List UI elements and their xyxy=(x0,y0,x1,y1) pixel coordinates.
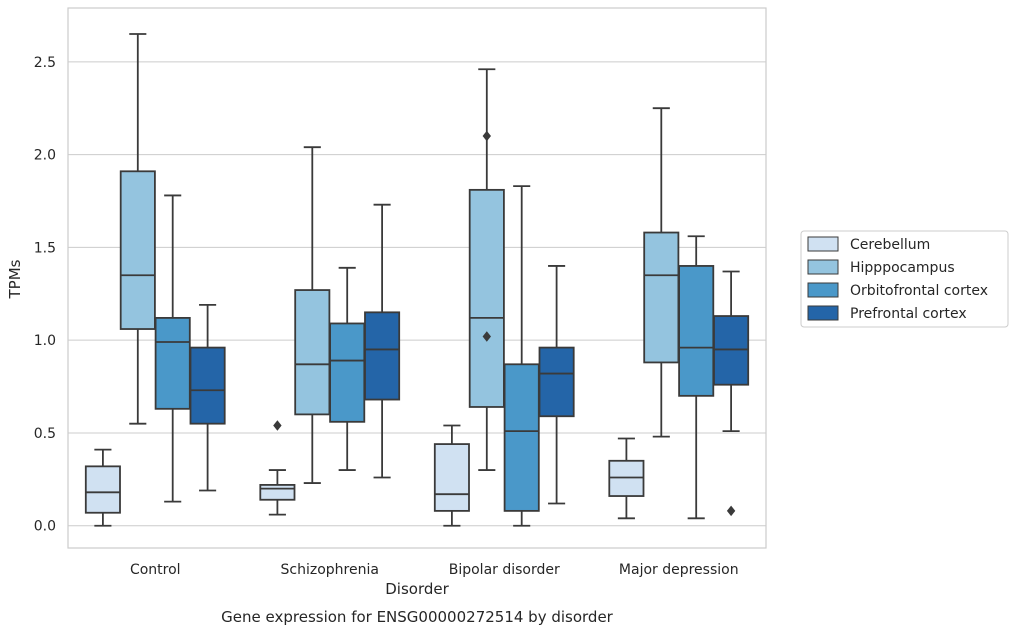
box-group xyxy=(329,266,366,471)
y-tick-label: 1.0 xyxy=(34,333,56,349)
box-group xyxy=(259,420,296,516)
box xyxy=(713,315,750,386)
outlier-point xyxy=(482,130,491,142)
legend-label: Hipppocampus xyxy=(850,260,955,276)
x-tick-labels: Control Schizophrenia Bipolar disorder Majo… xyxy=(130,562,739,578)
legend-swatch xyxy=(807,282,839,298)
box xyxy=(608,459,645,497)
legend-label: Cerebellum xyxy=(850,237,930,253)
outlier-point xyxy=(482,331,491,342)
box-group xyxy=(433,424,470,527)
y-axis-label: TPMs xyxy=(6,259,24,299)
box-group xyxy=(503,185,540,527)
legend-frame xyxy=(800,230,1009,328)
x-axis-label: Disorder xyxy=(385,580,449,598)
legend-swatch xyxy=(807,236,839,252)
box-group xyxy=(468,68,505,471)
box xyxy=(503,363,540,512)
outlier-point xyxy=(726,505,736,517)
box xyxy=(294,289,331,416)
box xyxy=(538,346,575,418)
chart-caption: Gene expression for ENSG00000272514 by d… xyxy=(221,608,614,626)
box xyxy=(259,484,296,501)
x-tick-label: Bipolar disorder xyxy=(449,562,560,578)
box-group xyxy=(713,270,750,517)
y-tick-label: 2.0 xyxy=(34,148,56,164)
box xyxy=(678,265,715,397)
y-tick-label: 1.5 xyxy=(34,240,56,256)
y-tick-label: 0.5 xyxy=(34,426,56,442)
box-group xyxy=(294,146,331,484)
y-tick-labels: 0.0 0.5 1.0 1.5 2.0 2.5 xyxy=(34,55,56,535)
box xyxy=(433,443,470,512)
box-group xyxy=(364,203,401,479)
box-group xyxy=(189,304,226,492)
y-tick-label: 2.5 xyxy=(34,55,56,71)
box xyxy=(154,316,191,410)
x-tick-label: Control xyxy=(130,562,181,578)
box xyxy=(643,231,680,364)
x-tick-label: Major depression xyxy=(619,562,739,578)
outlier-point xyxy=(273,420,282,431)
box xyxy=(189,346,226,425)
legend-label: Prefrontal cortex xyxy=(850,306,967,322)
y-tick-label: 0.0 xyxy=(34,519,56,535)
box xyxy=(119,170,156,330)
legend-swatch xyxy=(807,305,839,321)
legend-label: Orbitofrontal cortex xyxy=(850,283,988,299)
box-group xyxy=(154,194,191,503)
box xyxy=(84,465,121,514)
box xyxy=(329,322,366,423)
x-tick-label: Schizophrenia xyxy=(281,562,379,578)
box-group xyxy=(538,265,575,505)
legend: Cerebellum Hipppocampus Orbitofrontal cort… xyxy=(800,230,1009,328)
box-group xyxy=(84,448,121,527)
plot-frame xyxy=(67,7,767,549)
box-group xyxy=(643,107,680,438)
legend-swatch xyxy=(807,259,839,275)
box xyxy=(468,188,505,408)
box-group xyxy=(678,235,715,520)
box-group xyxy=(608,437,645,520)
box-plots xyxy=(84,33,750,527)
box-group xyxy=(119,33,156,425)
box xyxy=(364,311,401,401)
